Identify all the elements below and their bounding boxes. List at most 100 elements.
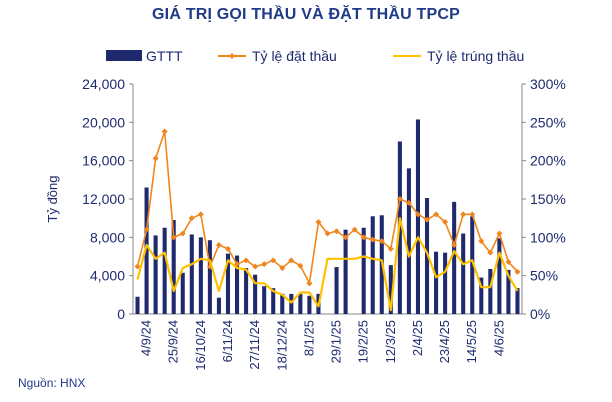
bar-gttt [225,253,231,314]
bid-ratio-marker [424,216,431,223]
bid-ratio-marker [451,242,458,248]
bid-ratio-marker [261,261,268,268]
bid-ratio-marker [478,238,485,245]
source-note: Nguồn: HNX [18,376,86,390]
chart-title: GIÁ TRỊ GỌI THẦU VÀ ĐẶT THẦU TPCP [152,6,460,23]
bid-ratio-marker [161,128,168,135]
x-tick-label: 8/1/25 [301,320,316,356]
bar-gttt [135,296,140,314]
bar-gttt [434,251,439,314]
y2-tick-label: 0% [530,306,550,322]
bid-ratio-marker [188,215,195,222]
y2-tick-label: 250% [530,114,566,130]
y-tick-label: 4,000 [90,268,125,284]
bar-gttt [443,252,448,314]
x-tick-label: 29/1/25 [329,320,344,363]
x-tick-label: 19/2/25 [356,320,371,363]
y-axis-label: Tỷ đồng [45,176,60,223]
bid-ratio-marker [442,219,449,225]
y-tick-label: 16,000 [82,153,125,169]
y-tick-label: 12,000 [82,191,125,207]
bar-gttt [506,269,511,314]
bid-ratio-marker [387,245,394,252]
bar-gttt [388,265,393,314]
bid-ratio-marker [243,257,250,264]
bar-gttt [479,277,484,314]
bar-gttt [370,216,375,314]
bar-gttt [515,288,520,314]
y2-tick-label: 150% [530,191,566,207]
bid-ratio-marker [270,257,277,264]
bid-ratio-marker [152,155,159,162]
bid-ratio-marker [433,211,440,218]
bid-ratio-marker [143,226,150,233]
y-tick-label: 8,000 [90,229,125,245]
bar-gttt [144,187,149,314]
x-tick-label: 6/11/24 [220,320,235,362]
bar-gttt [424,198,430,314]
bid-ratio-marker [342,234,349,241]
bid-ratio-marker [414,211,421,218]
bar-gttt [171,220,176,314]
bar-gttt [180,272,185,314]
bar-gttt [207,240,212,314]
legend-swatch-gttt [106,50,142,61]
bar-gttt [470,216,475,314]
bar-gttt [343,229,348,314]
y-tick-label: 24,000 [82,76,125,92]
y2-tick-label: 100% [530,229,566,245]
bid-ratio-marker [179,230,186,237]
y2-tick-label: 300% [530,76,566,92]
bid-ratio-marker [487,249,494,256]
bar-gttt [461,233,466,314]
bid-ratio-marker [170,234,177,241]
bid-ratio-marker [197,211,204,218]
y-tick-label: 20,000 [82,114,125,130]
bar-gttt [452,201,457,314]
x-tick-label: 2/4/25 [410,320,425,356]
bar-gttt [253,274,258,314]
bid-ratio-marker [252,263,259,270]
bar-gttt [307,295,312,314]
bid-ratio-marker [396,196,403,202]
bid-ratio-marker [460,211,467,218]
y2-tick-label: 50% [530,268,558,284]
bid-ratio-marker [333,228,340,235]
bid-ratio-marker [324,230,331,237]
x-tick-label: 18/12/24 [274,320,289,371]
bid-ratio-marker [279,265,286,271]
x-tick-label: 14/5/25 [464,320,479,363]
bid-ratio-marker [224,245,231,252]
bar-gttt [298,293,303,314]
legend-label-win-ratio: Tỷ lệ trúng thầu [427,48,524,64]
legend-label-bid-ratio: Tỷ lệ đặt thầu [252,48,337,64]
bid-ratio-marker [405,199,412,206]
bid-ratio-marker [297,262,304,269]
bar-gttt [262,286,267,314]
x-tick-label: 4/6/25 [491,320,506,356]
bid-ratio-marker [378,238,385,245]
y-tick-label: 0 [117,306,125,322]
bar-gttt [189,234,194,314]
bar-gttt [406,168,411,314]
bar-gttt [244,268,249,314]
bid-ratio-marker [315,219,322,225]
x-tick-label: 23/4/25 [437,320,452,363]
bid-ratio-marker [360,234,367,241]
bar-gttt [488,268,493,314]
bar-gttt [289,293,294,314]
series-line-win-ratio [136,217,519,312]
bar-gttt [361,227,366,314]
x-tick-label: 27/11/24 [247,320,262,370]
bar-gttt [153,235,158,314]
bar-gttt [271,288,276,314]
bar-gttt [334,267,339,314]
x-tick-label: 25/9/24 [166,320,181,363]
bid-ratio-marker [351,226,358,233]
legend-marker-bid-ratio [229,53,235,59]
legend-label-gttt: GTTT [146,48,183,64]
x-tick-label: 12/3/25 [383,320,398,363]
bid-ratio-marker [369,236,376,243]
bid-ratio-marker [306,280,313,287]
